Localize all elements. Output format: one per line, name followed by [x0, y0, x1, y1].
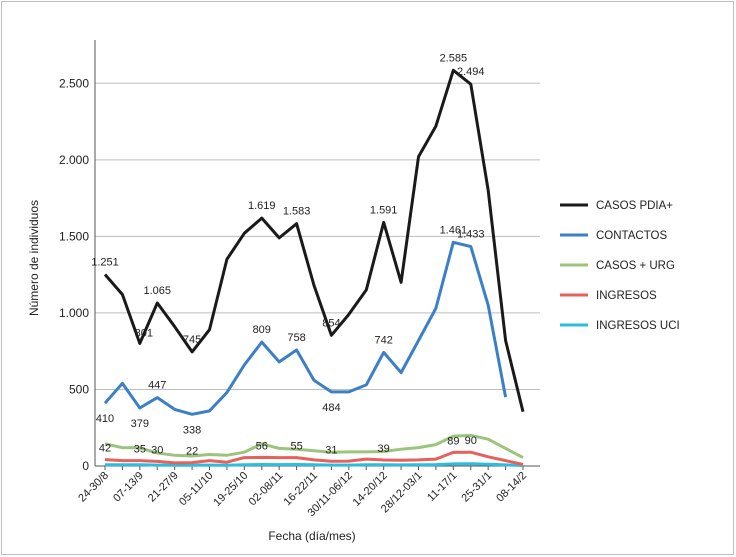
x-tick-label: 08-14/2	[494, 470, 529, 505]
data-label: 35	[134, 444, 146, 456]
x-tick-label: 11-17/1	[425, 470, 459, 504]
data-label: 484	[322, 402, 340, 414]
y-axis-label: Número de individuos	[27, 200, 41, 316]
y-tick-label: 2.500	[59, 76, 89, 90]
data-label: 30	[151, 444, 163, 456]
x-tick-labels: 24-30/8 07-13/9 21-27/905-11/1019-25/1002-…	[76, 470, 529, 519]
series-line-casos-urg	[104, 433, 524, 459]
data-label: 1.461	[440, 224, 468, 236]
data-label: 854	[322, 317, 340, 329]
data-label: 31	[325, 444, 337, 456]
grid-lines	[95, 82, 540, 390]
x-tick-label: 05-11/10	[177, 470, 216, 509]
data-label: 1.591	[370, 204, 398, 216]
data-label: 22	[186, 446, 198, 458]
data-label: 1.619	[248, 200, 276, 212]
data-label: 42	[99, 443, 111, 455]
y-tick-labels: 0 500 1.000 1.500 2.000 2.500	[59, 76, 89, 473]
data-labels: 1.251 801 1.065 745 1.619 1.583 854 1.591 2.585 2…	[91, 52, 484, 457]
data-label: 338	[183, 424, 201, 436]
legend-label: CONTACTOS	[596, 230, 667, 242]
x-tick-label: 25-31/1	[459, 470, 494, 505]
y-tick-label: 1.000	[59, 306, 89, 320]
x-tick-label: 21-27/9	[146, 470, 181, 505]
data-label: 379	[131, 418, 149, 430]
y-tick-label: 2.000	[59, 153, 89, 167]
x-tick-label: 19-25/10	[211, 470, 250, 509]
y-tick-label: 1.500	[59, 229, 89, 243]
x-axis-label: Fecha (día/mes)	[268, 529, 355, 543]
data-label: 2.494	[457, 66, 485, 78]
legend: CASOS PDIA+ CONTACTOS CASOS + URG INGRESOS I…	[560, 200, 680, 332]
series-line-ingresos-uci	[105, 462, 524, 467]
series-line-ingresos	[104, 450, 524, 466]
data-label: 809	[253, 324, 271, 336]
data-label: 447	[148, 380, 166, 392]
data-label: 1.433	[457, 229, 485, 241]
data-label: 89	[447, 435, 459, 447]
data-label: 90	[465, 435, 477, 447]
data-label: 410	[96, 413, 114, 425]
y-tick-label: 0	[82, 459, 89, 473]
x-tick-label: 02-08/11	[247, 470, 286, 509]
x-tick-label: 07-13/9	[111, 470, 146, 505]
data-label: 745	[183, 334, 201, 346]
data-label: 56	[256, 440, 268, 452]
data-label: 2.585	[440, 52, 468, 64]
data-label: 1.251	[91, 256, 119, 268]
series-line-contactos	[103, 240, 508, 416]
data-label: 1.583	[283, 206, 311, 218]
legend-label: CASOS PDIA+	[596, 200, 673, 212]
series-lines	[103, 68, 525, 467]
legend-label: INGRESOS UCI	[596, 320, 680, 332]
series-line-casos-pdia	[103, 68, 525, 413]
x-tick-label: 24-30/8	[76, 470, 111, 505]
data-label: 758	[287, 332, 305, 344]
data-label: 39	[378, 443, 390, 455]
legend-label: CASOS + URG	[596, 260, 675, 272]
data-label: 1.065	[143, 285, 171, 297]
data-label: 55	[290, 441, 302, 453]
data-label: 742	[374, 334, 392, 346]
data-label: 801	[135, 327, 153, 339]
y-tick-label: 500	[69, 382, 89, 396]
legend-label: INGRESOS	[596, 290, 657, 302]
